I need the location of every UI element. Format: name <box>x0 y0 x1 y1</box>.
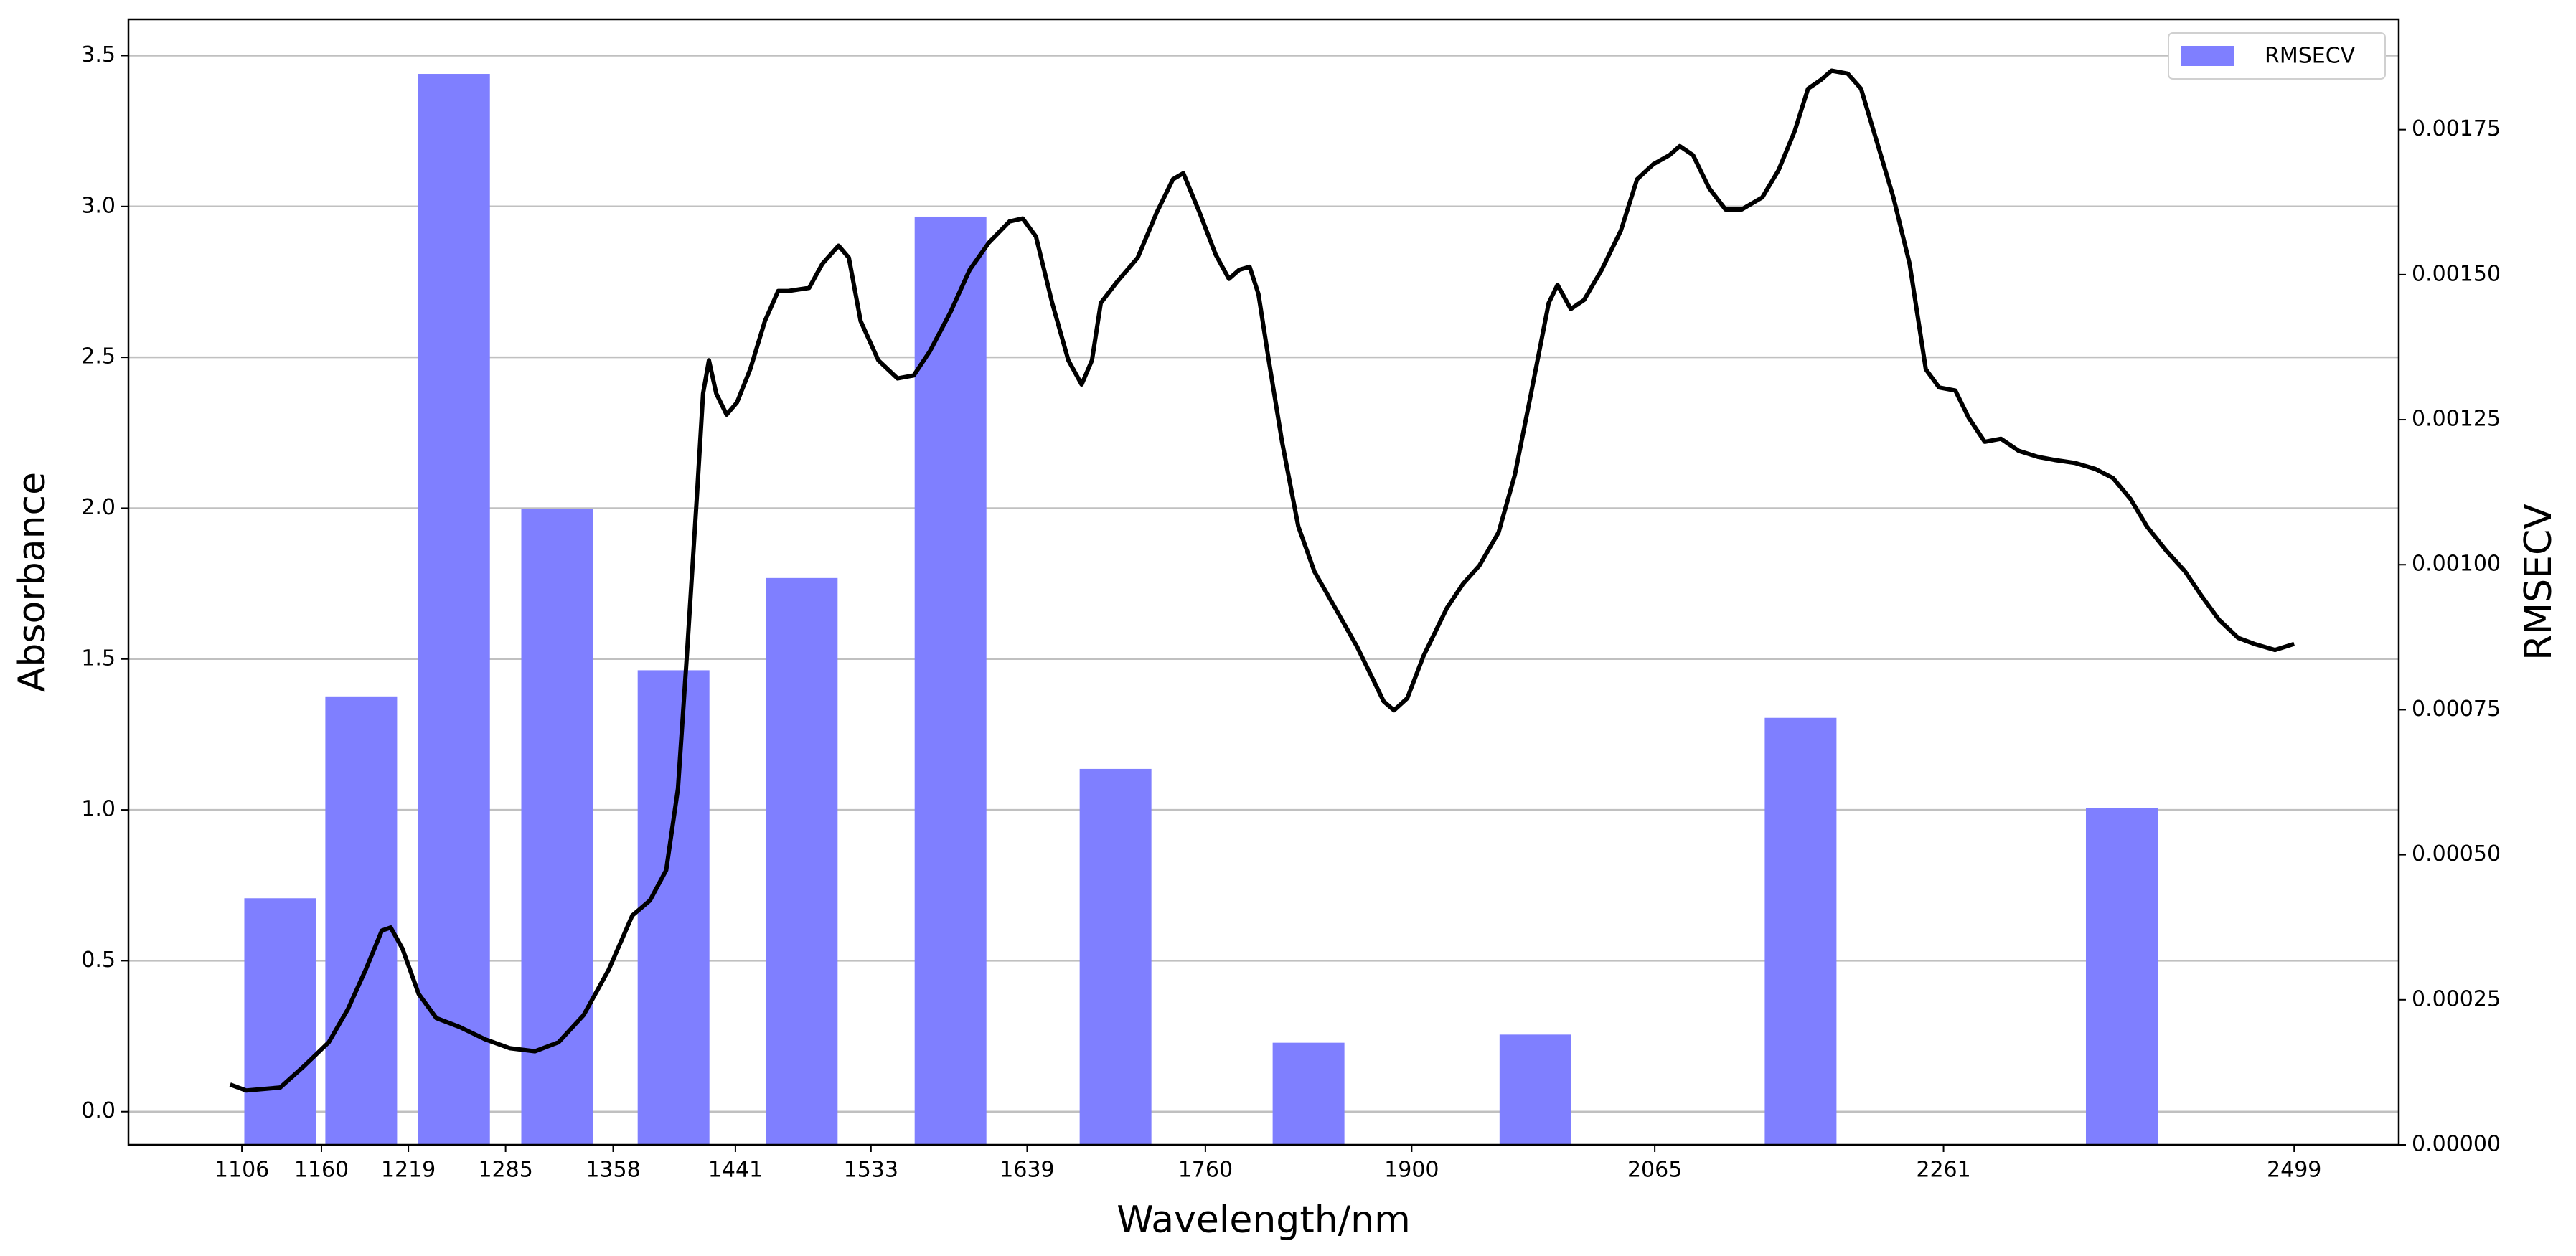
y2-axis-label: RMSECV <box>2517 504 2560 661</box>
bar <box>914 216 987 1145</box>
bar <box>244 898 316 1145</box>
plot-frame <box>127 18 2400 1146</box>
bar <box>521 509 593 1145</box>
bar <box>2085 808 2158 1145</box>
y-tick-label: 1.5 <box>81 646 116 671</box>
y2-tick-label: 0.00175 <box>2412 116 2501 141</box>
y-axis-label: Absorbance <box>11 472 54 692</box>
x-tick-label: 2499 <box>2267 1158 2321 1183</box>
x-tick-label: 1106 <box>215 1158 269 1183</box>
x-tick-label: 1160 <box>294 1158 349 1183</box>
y-tick-label: 2.0 <box>81 495 116 520</box>
y-tick-label: 3.0 <box>81 193 116 218</box>
x-tick-label: 2065 <box>1627 1158 1682 1183</box>
y-tick-label: 3.5 <box>81 42 116 67</box>
legend-box <box>2168 32 2386 80</box>
y2-tick-label: 0.00100 <box>2412 552 2501 577</box>
x-tick-label: 1358 <box>586 1158 640 1183</box>
y-tick-label: 0.0 <box>81 1098 116 1123</box>
x-tick-label: 1219 <box>381 1158 436 1183</box>
x-axis-label: Wavelength/nm <box>1117 1199 1411 1242</box>
x-tick-label: 1441 <box>708 1158 763 1183</box>
bar <box>766 577 838 1145</box>
x-tick-label: 1533 <box>844 1158 898 1183</box>
legend-swatch <box>2181 46 2234 66</box>
y-tick-label: 2.5 <box>81 344 116 369</box>
bar <box>418 74 490 1146</box>
marks <box>229 68 2295 1146</box>
y2-tick-label: 0.00025 <box>2412 986 2501 1011</box>
y2-tick-label: 0.00050 <box>2412 841 2501 867</box>
y-tick-label: 1.0 <box>81 797 116 822</box>
bar <box>1272 1042 1345 1145</box>
y-tick-label: 0.5 <box>81 948 116 973</box>
x-tick-label: 1900 <box>1384 1158 1439 1183</box>
y2-tick-label: 0.00150 <box>2412 261 2501 286</box>
bar <box>1499 1034 1571 1145</box>
y2-tick-label: 0.00000 <box>2412 1132 2501 1157</box>
absorbance-line <box>229 68 2295 1093</box>
y2-tick-label: 0.00075 <box>2412 697 2501 722</box>
bar <box>637 670 710 1145</box>
bar <box>325 696 398 1145</box>
x-tick-label: 2261 <box>1916 1158 1970 1183</box>
x-tick-label: 1760 <box>1178 1158 1233 1183</box>
bar <box>1079 768 1152 1145</box>
bar <box>1764 717 1837 1145</box>
grid <box>128 55 2399 1113</box>
legend-label: RMSECV <box>2265 44 2356 69</box>
y2-tick-label: 0.00125 <box>2412 407 2501 432</box>
x-tick-label: 1285 <box>478 1158 532 1183</box>
x-tick-label: 1639 <box>1000 1158 1054 1183</box>
